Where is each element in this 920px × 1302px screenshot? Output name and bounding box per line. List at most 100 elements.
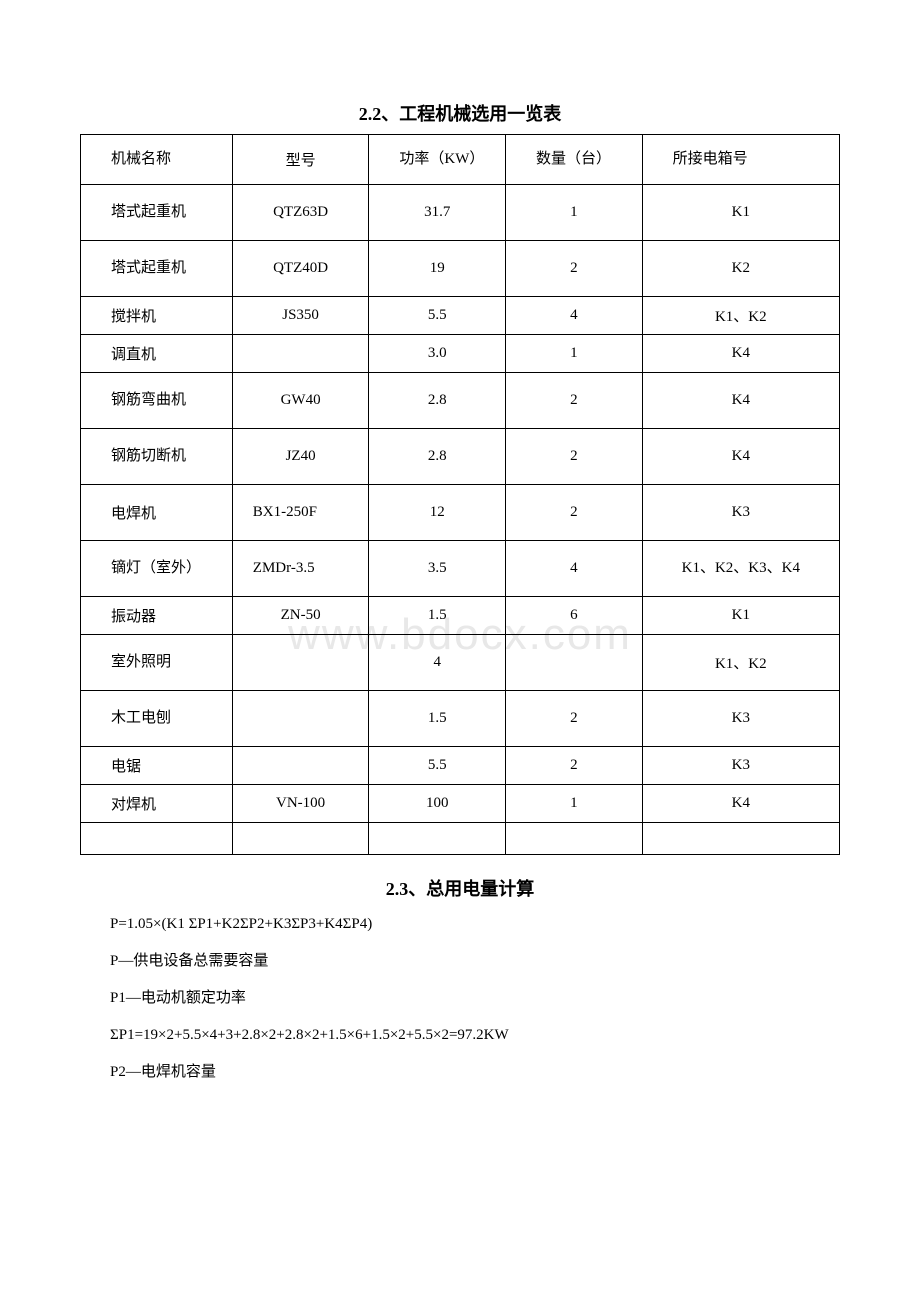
cell-qty: 6 [506,597,643,635]
cell-power: 31.7 [369,185,506,241]
cell-empty [369,823,506,855]
cell-name: 搅拌机 [81,297,233,335]
cell-box: K3 [642,691,839,747]
cell-name: 振动器 [81,597,233,635]
cell-power: 12 [369,485,506,541]
cell-box: K3 [642,747,839,785]
cell-box: K1、K2 [642,297,839,335]
cell-empty [642,823,839,855]
calc-sigma-p1: ΣP1=19×2+5.5×4+3+2.8×2+2.8×2+1.5×6+1.5×2… [110,1022,840,1049]
cell-power: 1.5 [369,691,506,747]
table-row: 电锯 5.5 2 K3 [81,747,840,785]
cell-name: 室外照明 [81,635,233,691]
cell-model [232,335,369,373]
calc-formula: P=1.05×(K1 ΣP1+K2ΣP2+K3ΣP3+K4ΣP4) [110,911,840,938]
table-row: 镝灯（室外） ZMDr-3.5 3.5 4 K1、K2、K3、K4 [81,541,840,597]
cell-name: 镝灯（室外） [81,541,233,597]
table-row: 塔式起重机 QTZ40D 19 2 K2 [81,241,840,297]
cell-model: ZN-50 [232,597,369,635]
cell-box: K4 [642,373,839,429]
cell-name: 钢筋弯曲机 [81,373,233,429]
cell-model: JZ40 [232,429,369,485]
calc-p2-def: P2—电焊机容量 [110,1059,840,1086]
cell-name: 电锯 [81,747,233,785]
table-title: 2.2、工程机械选用一览表 [80,100,840,126]
cell-empty [506,823,643,855]
table-row: 搅拌机 JS350 5.5 4 K1、K2 [81,297,840,335]
table-row: 电焊机 BX1-250F 12 2 K3 [81,485,840,541]
header-power: 功率（KW） [369,135,506,185]
cell-model: GW40 [232,373,369,429]
cell-qty: 2 [506,485,643,541]
table-row: 对焊机 VN-100 100 1 K4 [81,785,840,823]
table-row: 调直机 3.0 1 K4 [81,335,840,373]
cell-power: 100 [369,785,506,823]
calc-p-def: P—供电设备总需要容量 [110,948,840,975]
cell-power: 2.8 [369,373,506,429]
cell-qty: 4 [506,541,643,597]
cell-name: 电焊机 [81,485,233,541]
cell-power: 19 [369,241,506,297]
cell-qty: 2 [506,691,643,747]
cell-power: 5.5 [369,747,506,785]
cell-model: ZMDr-3.5 [232,541,369,597]
equipment-table: 机械名称 型号 功率（KW） 数量（台） 所接电箱号 塔式起重机 QTZ63D … [80,134,840,855]
header-model: 型号 [232,135,369,185]
cell-box: K4 [642,335,839,373]
cell-model [232,635,369,691]
cell-box: K2 [642,241,839,297]
cell-qty: 2 [506,373,643,429]
cell-model: QTZ63D [232,185,369,241]
cell-empty [232,823,369,855]
cell-name: 塔式起重机 [81,185,233,241]
cell-model [232,691,369,747]
cell-box: K4 [642,429,839,485]
cell-model: VN-100 [232,785,369,823]
calc-section: P=1.05×(K1 ΣP1+K2ΣP2+K3ΣP3+K4ΣP4) P—供电设备… [80,911,840,1086]
cell-name: 塔式起重机 [81,241,233,297]
cell-qty: 2 [506,429,643,485]
cell-name: 木工电刨 [81,691,233,747]
table-header-row: 机械名称 型号 功率（KW） 数量（台） 所接电箱号 [81,135,840,185]
cell-box: K4 [642,785,839,823]
cell-qty: 4 [506,297,643,335]
cell-model [232,747,369,785]
cell-model: JS350 [232,297,369,335]
table-row: 室外照明 4 K1、K2 [81,635,840,691]
cell-qty: 1 [506,785,643,823]
table-row: 木工电刨 1.5 2 K3 [81,691,840,747]
cell-name: 对焊机 [81,785,233,823]
table-row: 钢筋切断机 JZ40 2.8 2 K4 [81,429,840,485]
cell-qty: 1 [506,185,643,241]
calc-p1-def: P1—电动机额定功率 [110,985,840,1012]
table-row: 振动器 ZN-50 1.5 6 K1 [81,597,840,635]
cell-power: 3.0 [369,335,506,373]
header-qty: 数量（台） [506,135,643,185]
cell-box: K1、K2 [642,635,839,691]
cell-qty: 2 [506,241,643,297]
document-content: 2.2、工程机械选用一览表 机械名称 型号 功率（KW） 数量（台） 所接电箱号… [80,100,840,1086]
cell-power: 4 [369,635,506,691]
cell-box: K1 [642,597,839,635]
cell-power: 5.5 [369,297,506,335]
cell-power: 3.5 [369,541,506,597]
cell-model: QTZ40D [232,241,369,297]
cell-box: K1 [642,185,839,241]
header-box: 所接电箱号 [642,135,839,185]
cell-empty [81,823,233,855]
table-row: 塔式起重机 QTZ63D 31.7 1 K1 [81,185,840,241]
header-name: 机械名称 [81,135,233,185]
cell-power: 2.8 [369,429,506,485]
cell-power: 1.5 [369,597,506,635]
cell-model: BX1-250F [232,485,369,541]
cell-name: 调直机 [81,335,233,373]
table-empty-row [81,823,840,855]
cell-qty: 1 [506,335,643,373]
calc-title: 2.3、总用电量计算 [80,875,840,901]
cell-box: K3 [642,485,839,541]
cell-name: 钢筋切断机 [81,429,233,485]
cell-qty: 2 [506,747,643,785]
cell-qty [506,635,643,691]
table-row: 钢筋弯曲机 GW40 2.8 2 K4 [81,373,840,429]
cell-box: K1、K2、K3、K4 [642,541,839,597]
